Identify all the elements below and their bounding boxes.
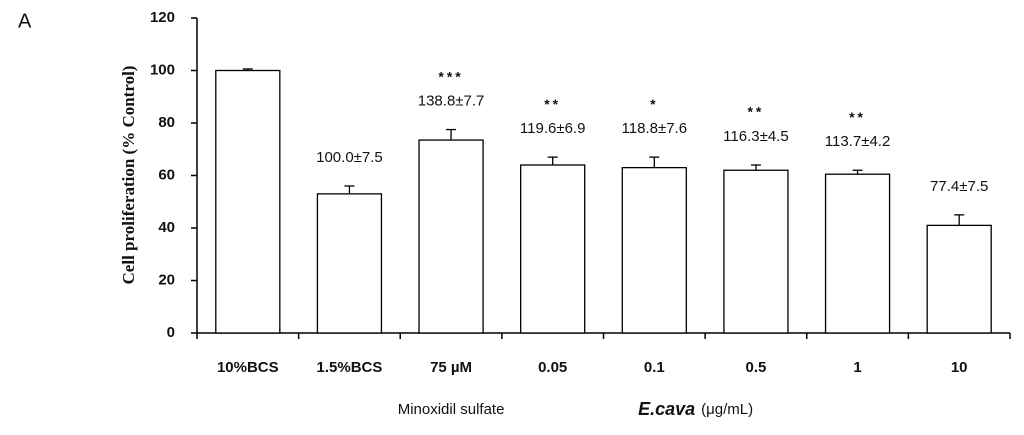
x-tick-label: 1 bbox=[853, 359, 861, 376]
y-tick-label: 60 bbox=[158, 166, 175, 183]
x-tick-label: 10 bbox=[951, 359, 968, 376]
bar bbox=[621, 166, 687, 334]
bar bbox=[926, 224, 992, 334]
annotation: 100.0±7.5 bbox=[316, 149, 383, 166]
bar bbox=[824, 173, 891, 334]
panel-label: A bbox=[18, 10, 32, 32]
annotation: 138.8±7.7 bbox=[418, 93, 485, 110]
bar bbox=[723, 169, 789, 334]
bar bbox=[418, 139, 484, 334]
x-tick-label: 10%BCS bbox=[217, 359, 279, 376]
y-tick-label: 0 bbox=[167, 324, 175, 341]
y-tick-label: 40 bbox=[158, 219, 175, 236]
significance: ** bbox=[544, 96, 561, 112]
annotation: 113.7±4.2 bbox=[825, 133, 891, 150]
y-tick-label: 20 bbox=[158, 271, 175, 288]
group-unit: (μg/mL) bbox=[701, 401, 753, 418]
significance: *** bbox=[438, 68, 463, 84]
significance: * bbox=[650, 96, 658, 112]
y-tick-label: 80 bbox=[158, 114, 175, 131]
significance: ** bbox=[849, 109, 866, 125]
group-label: Minoxidil sulfate bbox=[398, 401, 505, 418]
y-axis-label: Cell proliferation (% Control) bbox=[119, 66, 138, 285]
bar bbox=[520, 164, 586, 334]
annotation: 118.8±7.6 bbox=[622, 120, 688, 137]
y-tick-label: 120 bbox=[150, 9, 175, 26]
annotation: 77.4±7.5 bbox=[930, 178, 988, 195]
group-label: E.cava bbox=[638, 399, 695, 419]
bar bbox=[215, 69, 281, 334]
x-tick-label: 0.5 bbox=[746, 359, 767, 376]
x-tick-label: 0.05 bbox=[538, 359, 567, 376]
y-tick-label: 100 bbox=[150, 61, 175, 78]
x-tick-label: 75 µM bbox=[430, 359, 472, 376]
bar bbox=[316, 193, 383, 334]
annotation: 119.6±6.9 bbox=[520, 120, 586, 137]
significance: ** bbox=[747, 104, 764, 120]
x-tick-label: 0.1 bbox=[644, 359, 665, 376]
annotation: 116.3±4.5 bbox=[723, 128, 789, 145]
x-tick-label: 1.5%BCS bbox=[317, 359, 383, 376]
